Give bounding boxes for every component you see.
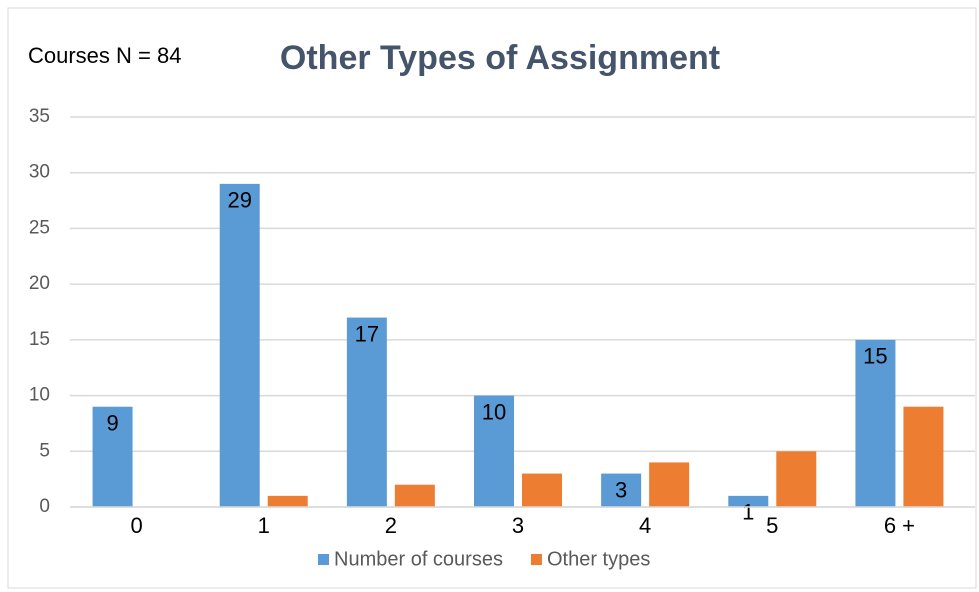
data-label: 15 [863, 344, 887, 369]
x-tick-label: 0 [130, 513, 142, 538]
bar [522, 473, 562, 507]
x-tick-label: 2 [385, 513, 397, 538]
bar [474, 395, 514, 507]
data-label: 3 [615, 477, 627, 502]
bar [346, 317, 387, 507]
x-tick-label: 6 + [884, 513, 915, 538]
bar [855, 339, 896, 507]
bar [394, 484, 435, 507]
data-label: 17 [355, 321, 379, 346]
annotation: Courses N = 84 [28, 43, 181, 68]
x-tick-label: 5 [766, 513, 778, 538]
y-tick-label: 20 [29, 273, 50, 294]
bar [728, 495, 769, 507]
bar [92, 406, 133, 507]
data-label: 1 [742, 500, 754, 525]
bar [601, 473, 642, 507]
x-tick-label: 1 [258, 513, 270, 538]
legend-label: Number of courses [334, 548, 503, 570]
bar [219, 183, 260, 507]
data-label: 10 [482, 399, 506, 424]
x-tick-label: 3 [512, 513, 524, 538]
y-tick-label: 25 [29, 217, 50, 238]
y-tick-label: 0 [39, 496, 50, 517]
bar [903, 406, 944, 507]
data-label: 9 [106, 411, 118, 436]
legend-swatch [318, 554, 329, 565]
legend-swatch [530, 554, 542, 565]
data-label: 29 [227, 188, 251, 213]
y-tick-label: 30 [29, 162, 50, 183]
legend-label: Other types [547, 548, 650, 570]
y-tick-label: 15 [29, 329, 50, 350]
bar [267, 495, 308, 507]
y-tick-label: 35 [29, 106, 50, 127]
chart-title: Other Types of Assignment [280, 39, 720, 77]
bar [649, 462, 690, 507]
y-tick-label: 5 [39, 440, 50, 461]
x-tick-label: 4 [639, 513, 651, 538]
bar [776, 451, 817, 507]
y-tick-label: 10 [29, 385, 50, 406]
